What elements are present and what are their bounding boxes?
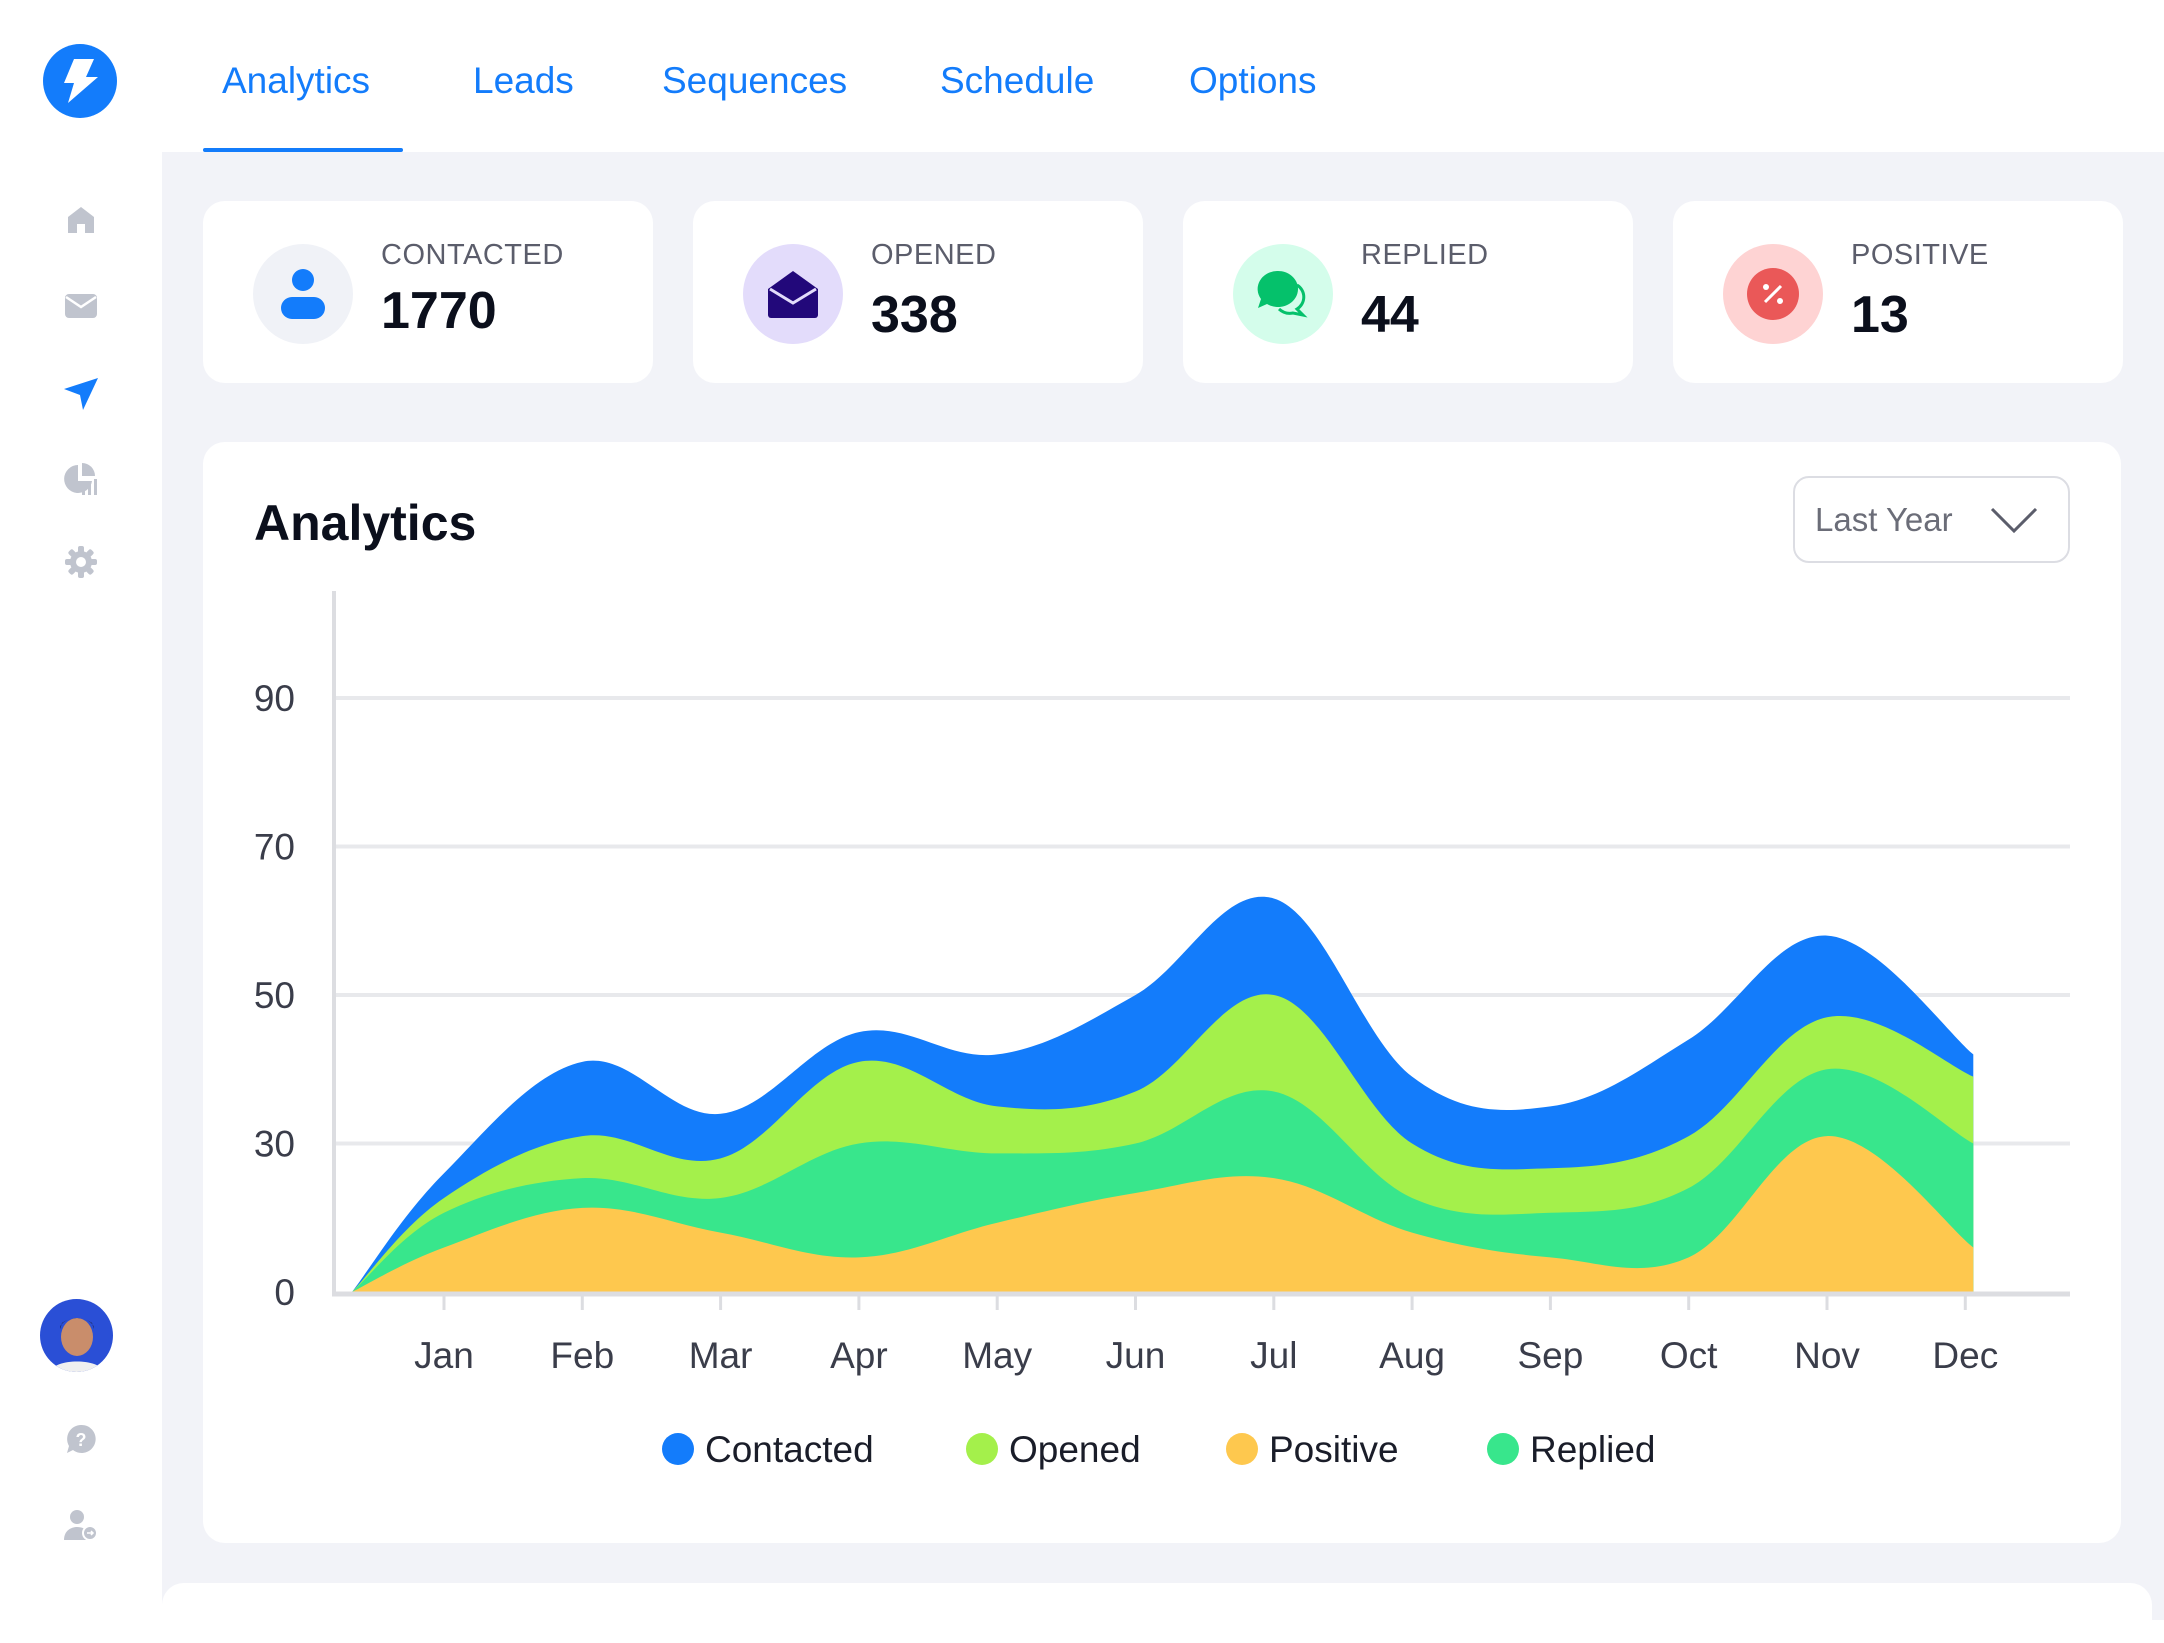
sidebar: ? — [0, 0, 162, 1620]
x-tick-label: May — [962, 1335, 1032, 1376]
tab-sequences[interactable]: Sequences — [662, 60, 848, 101]
y-tick-label: 0 — [274, 1272, 295, 1313]
stat-value: 338 — [871, 286, 958, 344]
tab-leads[interactable]: Leads — [473, 60, 574, 101]
mail-icon[interactable] — [61, 286, 101, 326]
stat-label: POSITIVE — [1851, 239, 1989, 271]
date-range-dropdown[interactable]: Last Year — [1793, 476, 2070, 563]
x-tick-label: Apr — [830, 1335, 888, 1376]
stat-card-replied: REPLIED 44 — [1183, 201, 1633, 383]
legend-label-positive: Positive — [1269, 1429, 1399, 1470]
legend-label-replied: Replied — [1530, 1429, 1655, 1470]
logo-bolt-icon[interactable] — [43, 44, 117, 118]
user-icon — [253, 244, 353, 344]
x-tick-label: Aug — [1379, 1335, 1445, 1376]
legend-label-opened: Opened — [1009, 1429, 1141, 1470]
x-tick-label: Sep — [1517, 1335, 1583, 1376]
legend-swatch-replied — [1487, 1433, 1519, 1465]
stat-card-positive: POSITIVE 13 — [1673, 201, 2123, 383]
percent-icon — [1723, 244, 1823, 344]
legend-swatch-contacted — [662, 1433, 694, 1465]
tab-schedule[interactable]: Schedule — [940, 60, 1095, 101]
chart-title: Analytics — [254, 495, 477, 551]
send-icon[interactable] — [61, 374, 101, 414]
legend-label-contacted: Contacted — [705, 1429, 874, 1470]
chevron-down-icon — [1990, 507, 2038, 534]
y-tick-label: 90 — [254, 678, 295, 719]
stat-card-opened: OPENED 338 — [693, 201, 1143, 383]
top-nav: Analytics Leads Sequences Schedule Optio… — [162, 0, 2164, 152]
x-tick-label: Jul — [1250, 1335, 1297, 1376]
stat-label: CONTACTED — [381, 239, 564, 271]
legend-swatch-positive — [1226, 1433, 1258, 1465]
gear-icon[interactable] — [61, 542, 101, 582]
area-replied — [352, 1068, 1974, 1292]
x-tick-label: Mar — [689, 1335, 753, 1376]
x-tick-label: Nov — [1794, 1335, 1860, 1376]
x-tick-label: Feb — [550, 1335, 614, 1376]
x-tick-label: Dec — [1932, 1335, 1998, 1376]
help-icon[interactable]: ? — [61, 1419, 101, 1459]
y-tick-label: 30 — [254, 1124, 295, 1165]
stat-label: OPENED — [871, 239, 997, 271]
stat-value: 44 — [1361, 286, 1419, 344]
stat-value: 1770 — [381, 282, 497, 340]
date-range-value: Last Year — [1815, 500, 1953, 538]
y-tick-label: 70 — [254, 827, 295, 868]
tab-analytics[interactable]: Analytics — [222, 60, 371, 101]
pie-chart-icon[interactable] — [61, 459, 101, 499]
tab-options[interactable]: Options — [1189, 60, 1317, 101]
x-tick-label: Jun — [1106, 1335, 1166, 1376]
y-tick-label: 50 — [254, 975, 295, 1016]
x-tick-label: Jan — [414, 1335, 474, 1376]
user-switch-icon[interactable] — [61, 1505, 101, 1545]
x-tick-label: Oct — [1660, 1335, 1718, 1376]
stat-label: REPLIED — [1361, 239, 1489, 271]
area-positive — [352, 1136, 1974, 1292]
active-tab-indicator — [203, 148, 403, 152]
envelope-open-icon — [743, 244, 843, 344]
chat-icon — [1233, 244, 1333, 344]
svg-text:?: ? — [76, 1430, 87, 1450]
home-icon[interactable] — [61, 200, 101, 240]
stat-card-contacted: CONTACTED 1770 — [203, 201, 653, 383]
legend-swatch-opened — [966, 1433, 998, 1465]
stat-value: 13 — [1851, 286, 1909, 344]
